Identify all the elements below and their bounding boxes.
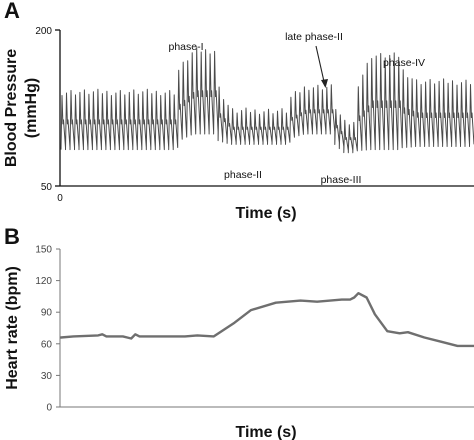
annotation-phase-ii: phase-II: [224, 169, 262, 181]
heart-rate-line: [59, 292, 474, 348]
panel-b-y-ticks: 0 30 60 90 120 150: [35, 245, 60, 414]
late-phase-ii-arrow-head: [321, 79, 328, 88]
panel-b-y-tick-label-120: 120: [35, 276, 52, 287]
panel-a-y-tick-bottom: 50: [41, 182, 53, 193]
blood-pressure-trace: [60, 47, 474, 154]
panel-b-y-tick-label-30: 30: [41, 371, 53, 382]
late-phase-ii-arrow-shaft: [315, 45, 326, 87]
annotation-phase-iii: phase-III: [321, 174, 362, 186]
panel-a-x-tick-zero: 0: [57, 193, 63, 204]
panel-b-letter: B: [4, 224, 20, 249]
panel-a-y-axis-title-line2: (mmHg): [23, 78, 40, 138]
panel-b-y-tick-label-0: 0: [46, 403, 52, 414]
panel-b-x-axis-title: Time (s): [235, 424, 296, 440]
annotation-late-phase-ii: late phase-II: [285, 31, 343, 43]
panel-a-y-tick-top: 200: [35, 26, 52, 37]
annotation-phase-i: phase-I: [168, 41, 203, 53]
panel-b-y-tick-label-60: 60: [41, 339, 53, 350]
annotation-phase-iv: phase-IV: [383, 57, 425, 69]
panel-b-y-axis-title: Heart rate (bpm): [4, 266, 21, 390]
panel-a-letter: A: [4, 0, 20, 23]
panel-b-y-tick-label-90: 90: [41, 308, 53, 319]
panel-a-y-axis-title-line1: Blood Pressure: [3, 49, 20, 167]
panel-a-x-axis-title: Time (s): [235, 205, 296, 222]
panel-b-y-tick-label-150: 150: [35, 245, 52, 256]
